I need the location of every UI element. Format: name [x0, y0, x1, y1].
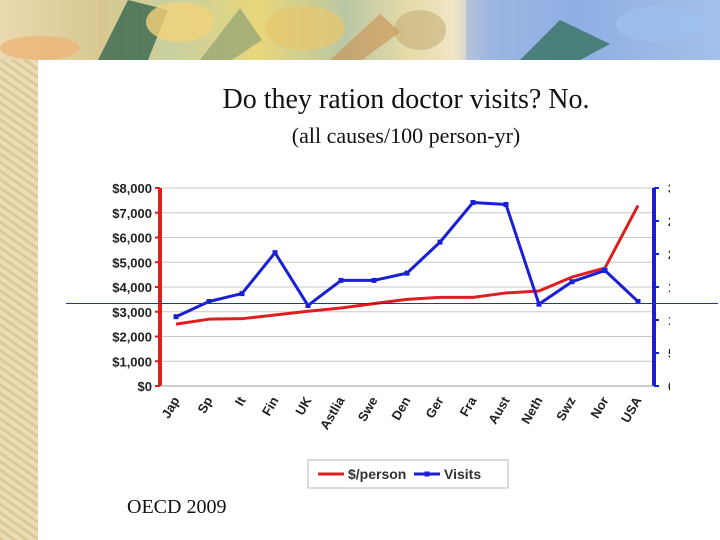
legend-label: Visits — [444, 466, 481, 482]
banner-art — [0, 0, 720, 60]
source-note: OECD 2009 — [127, 496, 227, 518]
series-marker — [602, 268, 608, 273]
series-marker — [206, 299, 212, 305]
x-axis-category-label: Aust — [485, 393, 513, 426]
series — [173, 200, 641, 326]
horizontal-rule — [66, 303, 718, 304]
right-axis-tick-label: 15 — [668, 280, 670, 295]
right-axis-tick-label: 30 — [668, 181, 670, 196]
decorative-banner — [0, 0, 720, 60]
series-marker — [371, 277, 377, 283]
right-axis-tick-label: 10 — [668, 313, 670, 328]
x-axis-category-label: Neth — [518, 394, 545, 427]
series-marker — [503, 202, 509, 207]
right-axis-tick-label: 20 — [668, 247, 670, 262]
left-axis-tick-label: $2,000 — [112, 330, 152, 345]
left-axis-tick-label: $5,000 — [112, 255, 152, 270]
x-axis-category-label: It — [232, 393, 249, 408]
right-axis-tick-label: 25 — [668, 214, 670, 229]
series-marker — [569, 279, 575, 285]
series-marker — [305, 302, 311, 308]
x-axis-category-label: UK — [292, 393, 315, 417]
left-axis-tick-label: $1,000 — [112, 354, 152, 369]
slide-subtitle: (all causes/100 person-yr) — [291, 123, 521, 148]
series-marker — [437, 239, 443, 245]
left-axis-tick-label: $6,000 — [112, 231, 152, 246]
x-axis-category-label: Swz — [553, 394, 579, 424]
series-marker — [470, 200, 476, 206]
x-axis-category-label: Jap — [158, 394, 182, 421]
right-axis-tick-label: 5 — [668, 346, 670, 361]
series-line — [175, 204, 640, 326]
chart-panel: $0 $1,000 $2,000 $3,000 $4,000 $5,000 $6,000 $7… — [84, 166, 682, 492]
x-axis-category-label: Swe — [355, 394, 381, 424]
series-marker — [536, 301, 542, 307]
x-axis-category-label: Fra — [456, 393, 479, 419]
x-axis-category-label: Den — [388, 394, 413, 423]
dual-axis-line-chart: $0 $1,000 $2,000 $3,000 $4,000 $5,000 $6,000 $7… — [112, 181, 682, 489]
left-axis-tick-label: $3,000 — [112, 305, 152, 320]
legend-swatch-marker — [424, 471, 430, 477]
left-axis-tick-label: $4,000 — [112, 280, 152, 295]
x-axis-category-label: USA — [618, 393, 645, 425]
x-axis-category-label: Nor — [587, 394, 611, 421]
series-marker — [272, 250, 278, 256]
x-axis-category-label: Sp — [194, 394, 215, 416]
gridlines — [160, 187, 654, 387]
left-axis-tick-label: $8,000 — [112, 181, 152, 196]
series-marker — [635, 299, 641, 305]
left-axis-tick-label: $0 — [138, 379, 152, 394]
x-axis-category-label: Astlia — [317, 393, 348, 432]
parchment-border — [0, 0, 38, 540]
left-axis-tick-label: $7,000 — [112, 206, 152, 221]
series-marker — [338, 277, 344, 283]
legend: $/person Visits — [307, 459, 509, 489]
series-marker — [173, 314, 179, 320]
series-marker — [404, 270, 410, 276]
series-marker — [239, 291, 245, 297]
x-axis-category-label: Fin — [259, 394, 282, 418]
legend-label: $/person — [348, 466, 406, 482]
x-axis-category-label: Ger — [422, 394, 446, 421]
slide-title: Do they ration doctor visits? No. — [222, 84, 590, 115]
right-axis-tick-label: 0 — [668, 379, 670, 394]
